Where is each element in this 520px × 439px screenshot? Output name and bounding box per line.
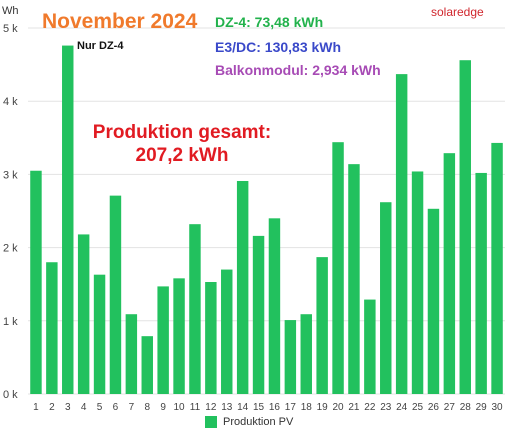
x-tick-label: 2 <box>49 402 55 413</box>
x-tick-label: 22 <box>364 402 376 413</box>
x-tick-label: 5 <box>97 402 103 413</box>
x-tick-label: 16 <box>269 402 281 413</box>
bar-day-10[interactable] <box>173 278 185 394</box>
x-tick-label: 6 <box>113 402 119 413</box>
bar-day-7[interactable] <box>125 314 138 394</box>
bar-day-13[interactable] <box>221 269 233 394</box>
info-balkonmodul: Balkonmodul: 2,934 kWh <box>215 62 381 78</box>
x-tick-label: 20 <box>332 402 344 413</box>
bar-day-20[interactable] <box>332 142 344 394</box>
x-tick-label: 29 <box>476 402 488 413</box>
bar-day-8[interactable] <box>141 336 153 394</box>
bar-day-4[interactable] <box>77 234 90 394</box>
total-value: 207,2 kWh <box>135 145 229 166</box>
bar-day-17[interactable] <box>284 320 297 394</box>
legend-swatch <box>205 416 217 428</box>
y-axis-ticks: 0 k 1 k 2 k 3 k 4 k 5 k <box>3 23 18 401</box>
total-production: Produktion gesamt: 207,2 kWh <box>92 121 272 167</box>
bar-day-24[interactable] <box>395 74 408 395</box>
y-tick-label: 2 k <box>3 243 18 255</box>
x-axis-ticks: 1 2 3 4 5 6 7 8 9 10 11 12 13 14 15 16 17 18 19 20 21 22 23 24 2… <box>33 402 503 413</box>
y-tick-label: 3 k <box>3 169 18 181</box>
x-tick-label: 23 <box>380 402 392 413</box>
legend-label: Produktion PV <box>223 416 294 428</box>
x-tick-label: 1 <box>33 402 39 413</box>
bar-day-19[interactable] <box>316 257 328 394</box>
y-tick-label: 0 k <box>3 389 18 401</box>
bar-day-6[interactable] <box>109 195 122 394</box>
x-tick-label: 11 <box>190 402 201 413</box>
y-tick-label: 5 k <box>3 23 18 35</box>
bar-day-1[interactable] <box>30 170 42 394</box>
info-dz4: DZ-4: 73,48 kWh <box>215 14 324 30</box>
bar-day-21[interactable] <box>348 164 360 394</box>
x-tick-label: 18 <box>301 402 313 413</box>
x-tick-label: 3 <box>65 402 71 413</box>
bar-day-18[interactable] <box>300 314 312 394</box>
x-tick-label: 21 <box>348 402 360 413</box>
x-tick-label: 17 <box>285 402 297 413</box>
x-tick-label: 10 <box>173 402 185 413</box>
legend[interactable]: Produktion PV <box>205 416 293 428</box>
grid-lines <box>28 27 505 395</box>
bar-day-27[interactable] <box>443 153 456 394</box>
bar-day-12[interactable] <box>205 282 217 394</box>
brand-logo: solaredge <box>431 5 484 19</box>
bar-day-9[interactable] <box>157 286 169 394</box>
x-tick-label: 13 <box>221 402 233 413</box>
y-tick-label: 4 k <box>3 96 18 108</box>
y-axis-unit: Wh <box>2 5 19 17</box>
bar-day-2[interactable] <box>46 262 58 394</box>
bar-day-5[interactable] <box>93 274 106 394</box>
x-tick-label: 9 <box>160 402 166 413</box>
x-tick-label: 7 <box>129 402 135 413</box>
bar-day-25[interactable] <box>411 171 424 394</box>
bar-day-26[interactable] <box>427 208 440 394</box>
x-tick-label: 19 <box>317 402 329 413</box>
bar-day-28[interactable] <box>459 60 471 395</box>
bars <box>30 45 503 395</box>
x-tick-label: 12 <box>205 402 217 413</box>
bar-day-30[interactable] <box>491 142 503 394</box>
total-label: Produktion gesamt: <box>92 122 272 143</box>
bar-day-14[interactable] <box>236 180 249 394</box>
bar-day-15[interactable] <box>252 235 265 394</box>
info-e3dc: E3/DC: 130,83 kWh <box>215 39 342 55</box>
x-tick-label: 24 <box>396 402 408 413</box>
chart-subtitle: Nur DZ-4 <box>77 40 124 52</box>
x-tick-label: 14 <box>237 402 249 413</box>
bar-day-3[interactable] <box>62 45 74 394</box>
y-tick-label: 1 k <box>3 316 18 328</box>
x-tick-label: 28 <box>460 402 472 413</box>
bar-day-11[interactable] <box>189 224 201 394</box>
x-tick-label: 8 <box>144 402 150 413</box>
x-tick-label: 30 <box>491 402 503 413</box>
bar-day-22[interactable] <box>364 299 376 394</box>
chart-title: November 2024 <box>42 10 198 33</box>
bar-day-16[interactable] <box>268 218 281 394</box>
x-tick-label: 26 <box>428 402 440 413</box>
bar-day-23[interactable] <box>380 202 392 394</box>
x-tick-label: 4 <box>81 402 87 413</box>
x-tick-label: 27 <box>444 402 456 413</box>
x-tick-label: 25 <box>412 402 424 413</box>
x-tick-label: 15 <box>253 402 265 413</box>
bar-day-29[interactable] <box>475 172 487 394</box>
